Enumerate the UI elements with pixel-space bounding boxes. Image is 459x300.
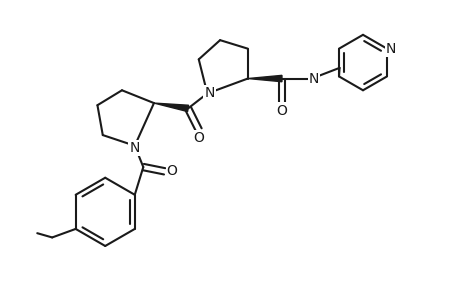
Text: O: O [193,131,204,145]
Text: N: N [204,86,214,100]
Polygon shape [154,103,188,112]
Text: O: O [166,164,177,178]
Text: N: N [308,71,319,85]
Polygon shape [247,75,281,82]
Text: N: N [129,141,140,155]
Text: O: O [276,103,287,118]
Text: N: N [385,42,396,56]
